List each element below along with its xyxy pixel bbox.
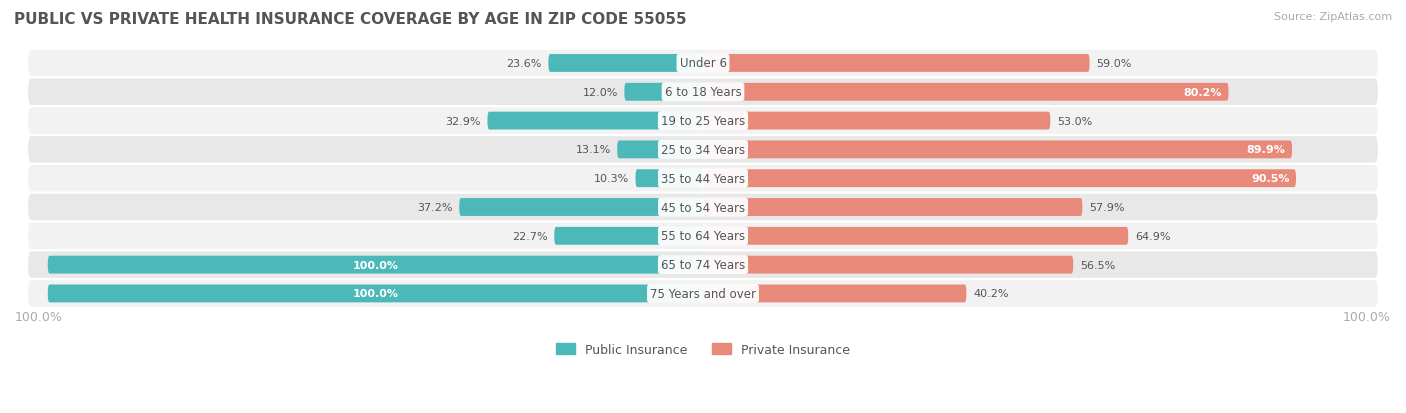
Legend: Public Insurance, Private Insurance: Public Insurance, Private Insurance — [551, 338, 855, 361]
Text: 100.0%: 100.0% — [15, 311, 63, 323]
FancyBboxPatch shape — [28, 137, 1378, 163]
FancyBboxPatch shape — [48, 256, 703, 274]
Text: 57.9%: 57.9% — [1088, 202, 1125, 213]
FancyBboxPatch shape — [28, 166, 1378, 192]
Text: 40.2%: 40.2% — [973, 289, 1008, 299]
FancyBboxPatch shape — [703, 55, 1090, 73]
Text: Under 6: Under 6 — [679, 57, 727, 70]
Text: Source: ZipAtlas.com: Source: ZipAtlas.com — [1274, 12, 1392, 22]
FancyBboxPatch shape — [548, 55, 703, 73]
FancyBboxPatch shape — [617, 141, 703, 159]
FancyBboxPatch shape — [28, 79, 1378, 106]
Text: 59.0%: 59.0% — [1097, 59, 1132, 69]
FancyBboxPatch shape — [28, 108, 1378, 135]
Text: PUBLIC VS PRIVATE HEALTH INSURANCE COVERAGE BY AGE IN ZIP CODE 55055: PUBLIC VS PRIVATE HEALTH INSURANCE COVER… — [14, 12, 686, 27]
Text: 75 Years and over: 75 Years and over — [650, 287, 756, 300]
FancyBboxPatch shape — [28, 50, 1378, 77]
FancyBboxPatch shape — [48, 285, 703, 303]
Text: 100.0%: 100.0% — [1343, 311, 1391, 323]
Text: 23.6%: 23.6% — [506, 59, 541, 69]
FancyBboxPatch shape — [703, 141, 1292, 159]
FancyBboxPatch shape — [28, 223, 1378, 249]
Text: 32.9%: 32.9% — [446, 116, 481, 126]
Text: 37.2%: 37.2% — [418, 202, 453, 213]
FancyBboxPatch shape — [28, 280, 1378, 307]
Text: 6 to 18 Years: 6 to 18 Years — [665, 86, 741, 99]
FancyBboxPatch shape — [703, 227, 1128, 245]
FancyBboxPatch shape — [703, 84, 1229, 102]
FancyBboxPatch shape — [460, 199, 703, 216]
Text: 90.5%: 90.5% — [1251, 174, 1289, 184]
FancyBboxPatch shape — [703, 285, 966, 303]
Text: 45 to 54 Years: 45 to 54 Years — [661, 201, 745, 214]
FancyBboxPatch shape — [703, 256, 1073, 274]
Text: 80.2%: 80.2% — [1184, 88, 1222, 97]
Text: 35 to 44 Years: 35 to 44 Years — [661, 172, 745, 185]
Text: 10.3%: 10.3% — [593, 174, 628, 184]
FancyBboxPatch shape — [703, 199, 1083, 216]
FancyBboxPatch shape — [703, 170, 1296, 188]
FancyBboxPatch shape — [554, 227, 703, 245]
Text: 25 to 34 Years: 25 to 34 Years — [661, 144, 745, 157]
Text: 89.9%: 89.9% — [1247, 145, 1285, 155]
Text: 65 to 74 Years: 65 to 74 Years — [661, 259, 745, 271]
Text: 56.5%: 56.5% — [1080, 260, 1115, 270]
FancyBboxPatch shape — [488, 112, 703, 130]
Text: 100.0%: 100.0% — [353, 289, 398, 299]
Text: 13.1%: 13.1% — [575, 145, 610, 155]
FancyBboxPatch shape — [624, 84, 703, 102]
FancyBboxPatch shape — [28, 194, 1378, 221]
Text: 22.7%: 22.7% — [512, 231, 548, 241]
FancyBboxPatch shape — [703, 112, 1050, 130]
Text: 64.9%: 64.9% — [1135, 231, 1170, 241]
Text: 19 to 25 Years: 19 to 25 Years — [661, 115, 745, 128]
Text: 53.0%: 53.0% — [1057, 116, 1092, 126]
FancyBboxPatch shape — [28, 252, 1378, 278]
Text: 100.0%: 100.0% — [353, 260, 398, 270]
Text: 12.0%: 12.0% — [582, 88, 617, 97]
Text: 55 to 64 Years: 55 to 64 Years — [661, 230, 745, 243]
FancyBboxPatch shape — [636, 170, 703, 188]
